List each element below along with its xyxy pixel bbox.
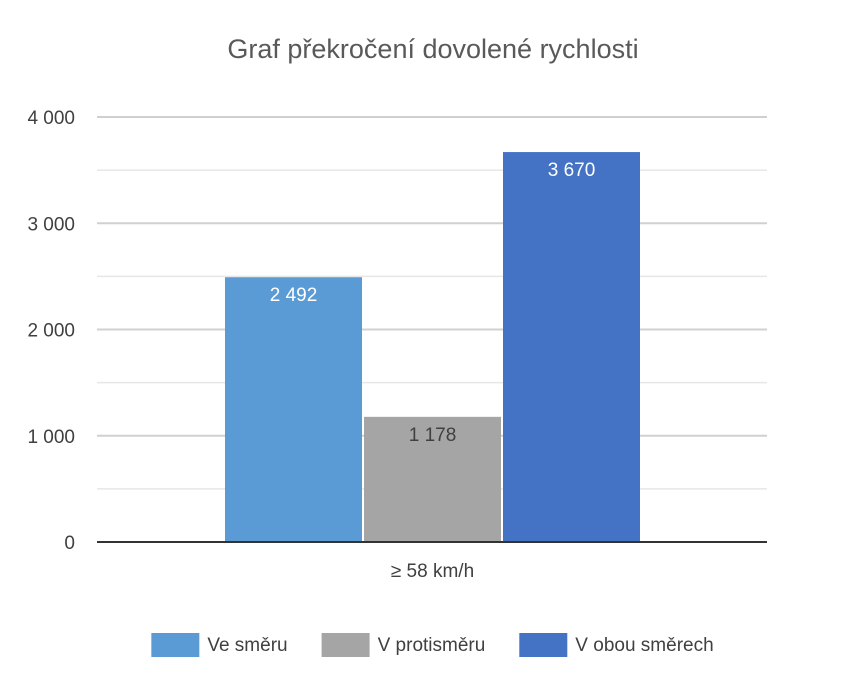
- data-label: 2 492: [270, 285, 318, 306]
- legend-item: Ve směru: [151, 633, 288, 657]
- y-axis: 0 1 000 2 000 3 000 4 000: [27, 108, 75, 554]
- legend: Ve směru V protisměru V obou směrech: [151, 633, 714, 657]
- legend-item: V protisměru: [321, 633, 486, 657]
- y-tick-label: 1 000: [27, 427, 75, 448]
- bar: [364, 416, 501, 542]
- legend-item: V obou směrech: [519, 633, 714, 657]
- legend-swatch: [151, 633, 200, 657]
- legend-label: V protisměru: [378, 635, 486, 656]
- bars: 2 492 1 178 3 670: [225, 152, 640, 542]
- legend-swatch: [321, 633, 370, 657]
- legend-swatch: [519, 633, 568, 657]
- chart-title: Graf překročení dovolené rychlosti: [227, 34, 638, 64]
- x-tick-label: ≥ 58 km/h: [391, 561, 474, 582]
- data-label: 1 178: [409, 425, 457, 446]
- data-label: 3 670: [548, 160, 596, 181]
- y-tick-label: 3 000: [27, 214, 75, 235]
- y-tick-label: 0: [64, 533, 75, 554]
- y-tick-label: 2 000: [27, 321, 75, 342]
- bar: [225, 277, 362, 542]
- bar: [503, 152, 640, 542]
- legend-label: Ve směru: [207, 635, 287, 656]
- legend-label: V obou směrech: [575, 635, 713, 656]
- y-tick-label: 4 000: [27, 108, 75, 129]
